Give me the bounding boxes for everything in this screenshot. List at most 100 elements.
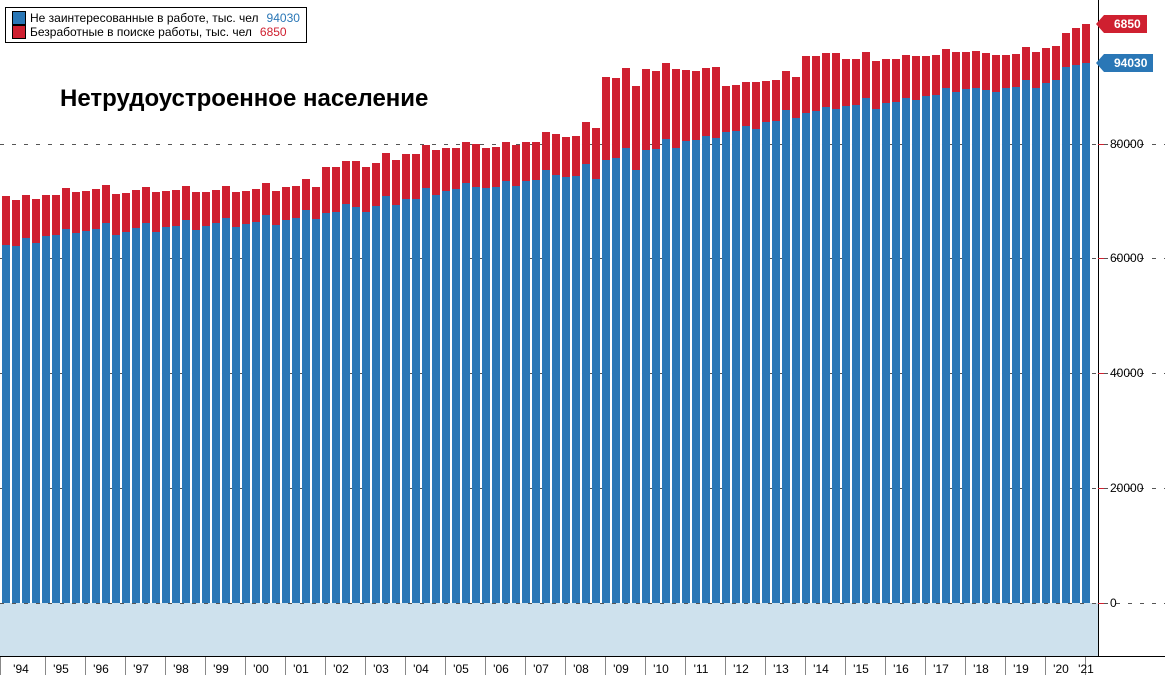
bar: [362, 167, 370, 603]
bar: [322, 167, 330, 603]
bar: [402, 154, 410, 603]
chart-title: Нетрудоустроенное население: [60, 85, 428, 113]
bar: [852, 59, 860, 603]
bar: [1042, 48, 1050, 603]
bar: [212, 190, 220, 603]
bar: [892, 59, 900, 603]
bar: [792, 77, 800, 603]
x-tick-label: '05: [453, 662, 469, 676]
x-separator: [0, 657, 1, 675]
bar: [382, 153, 390, 603]
bar: [472, 144, 480, 603]
x-separator: [365, 657, 366, 675]
x-tick-label: '99: [213, 662, 229, 676]
bar: [192, 192, 200, 603]
lower-band: [0, 603, 1098, 656]
bar: [772, 80, 780, 603]
bar: [802, 56, 810, 603]
bar: [972, 51, 980, 603]
bar: [72, 192, 80, 603]
bar: [632, 86, 640, 603]
bar: [442, 148, 450, 603]
bar: [422, 145, 430, 603]
y-tick-label: 80000: [1110, 137, 1143, 151]
bar: [262, 183, 270, 603]
bar: [62, 188, 70, 603]
bar: [462, 142, 470, 603]
bar: [132, 190, 140, 603]
bar: [482, 148, 490, 603]
bar: [242, 191, 250, 603]
x-tick-label: '10: [653, 662, 669, 676]
x-axis-line: [0, 656, 1165, 657]
bar: [182, 186, 190, 604]
bar: [992, 55, 1000, 603]
bar: [502, 142, 510, 603]
x-separator: [445, 657, 446, 675]
x-separator: [285, 657, 286, 675]
bar: [1052, 46, 1060, 603]
bar: [432, 150, 440, 603]
bar: [782, 71, 790, 603]
bar: [452, 148, 460, 603]
legend-value-b: 6850: [260, 25, 287, 39]
bar: [1022, 47, 1030, 603]
x-tick-label: '15: [853, 662, 869, 676]
x-tick-label: '12: [733, 662, 749, 676]
bar: [842, 59, 850, 603]
x-separator: [165, 657, 166, 675]
bar: [292, 186, 300, 604]
y-tick-label: 0: [1110, 596, 1117, 610]
bar: [662, 63, 670, 603]
bar: [862, 52, 870, 603]
x-tick-label: '96: [93, 662, 109, 676]
bar: [702, 68, 710, 603]
y-tick: 60000: [1098, 258, 1165, 259]
x-separator: [525, 657, 526, 675]
x-separator: [125, 657, 126, 675]
bar: [682, 70, 690, 603]
x-separator: [45, 657, 46, 675]
x-tick-label: '20: [1053, 662, 1069, 676]
x-separator: [205, 657, 206, 675]
bar: [982, 53, 990, 603]
bar: [542, 132, 550, 603]
bar: [602, 77, 610, 603]
bar: [122, 193, 130, 603]
x-tick-label: '00: [253, 662, 269, 676]
bar: [832, 53, 840, 603]
x-tick-label: '06: [493, 662, 509, 676]
bar: [142, 187, 150, 603]
x-separator: [85, 657, 86, 675]
x-tick-label: '04: [413, 662, 429, 676]
legend: Не заинтересованные в работе, тыс. чел 9…: [5, 7, 307, 43]
bar: [1012, 54, 1020, 603]
bar: [672, 69, 680, 603]
bar: [752, 82, 760, 603]
bar: [42, 195, 50, 603]
bar: [272, 191, 280, 603]
bar: [732, 85, 740, 603]
bar: [102, 185, 110, 603]
bar: [742, 82, 750, 603]
x-separator: [1005, 657, 1006, 675]
legend-swatch-b: [12, 25, 26, 39]
y-tick: 20000: [1098, 488, 1165, 489]
x-separator: [965, 657, 966, 675]
x-tick-label: '07: [533, 662, 549, 676]
bar: [882, 59, 890, 603]
bar: [932, 55, 940, 603]
legend-value-a: 94030: [267, 11, 300, 25]
bar: [22, 195, 30, 603]
bar: [1002, 55, 1010, 603]
x-separator: [645, 657, 646, 675]
bar: [1062, 33, 1070, 603]
x-tick-label: '02: [333, 662, 349, 676]
x-tick-label: '14: [813, 662, 829, 676]
bar: [392, 160, 400, 603]
bar: [32, 199, 40, 603]
bar: [92, 189, 100, 603]
x-separator: [765, 657, 766, 675]
bar: [302, 179, 310, 603]
x-tick-label: '95: [53, 662, 69, 676]
